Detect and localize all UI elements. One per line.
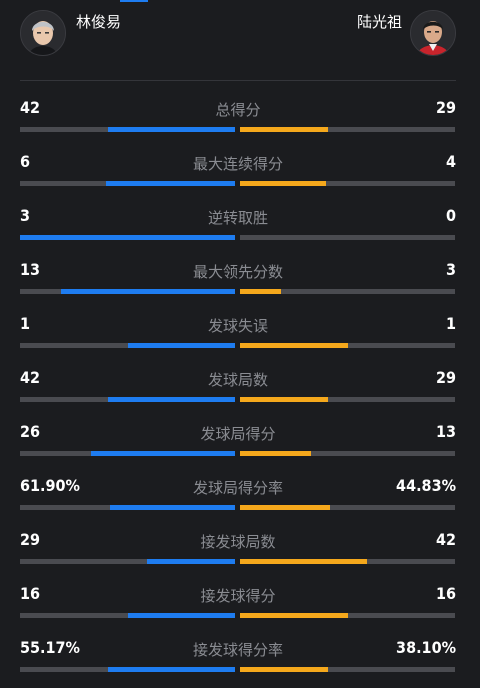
right-player-bar-fill (240, 559, 367, 564)
right-player-bar-fill (240, 127, 329, 132)
stat-row: 42 总得分 29 (20, 94, 456, 148)
right-player-avatar[interactable] (410, 10, 456, 56)
stat-row: 1 发球失误 1 (20, 310, 456, 364)
left-player-bar-track (20, 451, 235, 456)
right-player-bar-fill (240, 505, 331, 510)
left-player-bar-track (20, 667, 235, 672)
left-player-bar-fill (106, 181, 235, 186)
left-player-value: 42 (20, 98, 41, 117)
right-player-value: 44.83% (396, 476, 456, 495)
header-divider (20, 80, 456, 81)
left-player-bar-track (20, 127, 235, 132)
left-player-bar-fill (127, 613, 235, 618)
stat-label: 发球局得分 (200, 425, 276, 443)
right-player-bar-track (240, 343, 455, 348)
left-player-bar-fill (108, 397, 235, 402)
right-player-value: 1 (445, 314, 456, 333)
left-player-value: 16 (20, 584, 41, 603)
stat-label: 发球局得分率 (192, 479, 283, 497)
right-player-bar-fill (240, 397, 329, 402)
stat-label: 发球失误 (207, 317, 268, 335)
stat-row: 42 发球局数 29 (20, 364, 456, 418)
right-player-bar-track (240, 559, 455, 564)
player-portrait-icon (21, 11, 65, 55)
left-player-bar-track (20, 343, 235, 348)
right-player-value: 42 (435, 530, 456, 549)
stat-label: 接发球局数 (200, 533, 276, 551)
left-player-value: 3 (20, 206, 31, 225)
right-player-value: 3 (445, 260, 456, 279)
left-player-bar-track (20, 397, 235, 402)
right-player-bar-fill (240, 451, 311, 456)
stat-row: 29 接发球局数 42 (20, 526, 456, 580)
left-player-bar-track (20, 289, 235, 294)
stat-label: 最大连续得分 (192, 155, 283, 173)
right-player-value: 16 (435, 584, 456, 603)
left-player-bar-fill (146, 559, 235, 564)
stats-list: 42 总得分 29 6 最大连续得分 4 3 逆转取胜 0 13 最大领先分数 3 1 发球失误 1 42 发球… (20, 94, 456, 688)
right-player-bar-fill (240, 181, 326, 186)
left-player-bar-fill (90, 451, 235, 456)
right-player-value: 29 (435, 368, 456, 387)
left-player-value: 29 (20, 530, 41, 549)
stat-label: 接发球得分 (200, 587, 276, 605)
right-player-bar-track (240, 451, 455, 456)
right-player-bar-track (240, 289, 455, 294)
right-player-bar-track (240, 505, 455, 510)
left-player-value: 26 (20, 422, 41, 441)
stat-label: 接发球得分率 (192, 641, 283, 659)
left-player-bar-track (20, 235, 235, 240)
right-player-value: 13 (435, 422, 456, 441)
stat-row: 16 接发球得分 16 (20, 580, 456, 634)
stat-label: 最大领先分数 (192, 263, 283, 281)
stat-label: 总得分 (215, 101, 261, 119)
right-player-bar-fill (240, 289, 281, 294)
right-player-bar-fill (240, 667, 329, 672)
left-player-bar-fill (60, 289, 235, 294)
left-player-avatar[interactable] (20, 10, 66, 56)
right-player-value: 38.10% (396, 638, 456, 657)
left-player-bar-track (20, 505, 235, 510)
right-player-value: 0 (445, 206, 456, 225)
left-player-bar-fill (108, 667, 235, 672)
right-player-bar-track (240, 235, 455, 240)
right-player-value: 29 (435, 98, 456, 117)
stat-row: 26 发球局得分 13 (20, 418, 456, 472)
left-player-bar-track (20, 559, 235, 564)
active-tab-indicator (120, 0, 148, 2)
players-header: 林俊易 陆光祖 (20, 8, 456, 60)
left-player-bar-fill (20, 235, 235, 240)
left-player-bar-fill (108, 127, 235, 132)
stat-label: 发球局数 (207, 371, 268, 389)
left-player-name: 林俊易 (76, 13, 122, 31)
left-player-value: 1 (20, 314, 31, 333)
right-player-bar-track (240, 667, 455, 672)
left-player-bar-track (20, 181, 235, 186)
right-player-bar-track (240, 397, 455, 402)
player-portrait-icon (411, 11, 455, 55)
left-player-value: 61.90% (20, 476, 80, 495)
right-player-bar-track (240, 181, 455, 186)
left-player-value: 42 (20, 368, 41, 387)
right-player-name: 陆光祖 (356, 13, 402, 31)
stat-row: 6 最大连续得分 4 (20, 148, 456, 202)
stat-row: 55.17% 接发球得分率 38.10% (20, 634, 456, 688)
left-player-value: 6 (20, 152, 31, 171)
right-player-bar-fill (240, 613, 348, 618)
stat-label: 逆转取胜 (207, 209, 268, 227)
right-player-bar-track (240, 127, 455, 132)
left-player-bar-track (20, 613, 235, 618)
stat-row: 13 最大领先分数 3 (20, 256, 456, 310)
left-player-bar-fill (127, 343, 235, 348)
stat-row: 61.90% 发球局得分率 44.83% (20, 472, 456, 526)
right-player-bar-fill (240, 343, 348, 348)
left-player-value: 13 (20, 260, 41, 279)
right-player-value: 4 (445, 152, 456, 171)
right-player-bar-track (240, 613, 455, 618)
left-player-value: 55.17% (20, 638, 80, 657)
stat-row: 3 逆转取胜 0 (20, 202, 456, 256)
left-player-bar-fill (110, 505, 235, 510)
